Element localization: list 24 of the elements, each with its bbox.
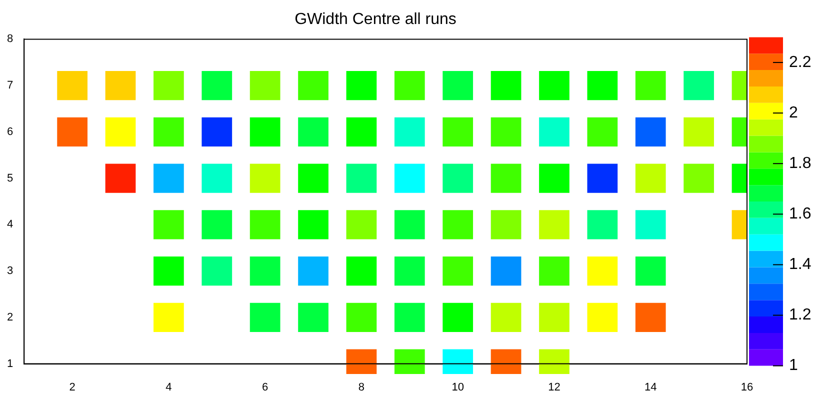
x-tick-label: 12 (548, 381, 560, 394)
y-tick-label: 3 (6, 265, 14, 278)
color-bar-label: 1.4 (789, 256, 812, 274)
chart-title: GWidth Centre all runs (294, 11, 456, 28)
y-tick-label: 6 (6, 126, 14, 138)
x-tick-label: 4 (166, 381, 172, 394)
x-tick-label: 16 (740, 381, 754, 394)
color-bar-label: 1.2 (789, 306, 812, 324)
y-tick-label: 7 (6, 80, 14, 92)
color-bar-label: 2.2 (789, 54, 812, 71)
y-tick-label: 8 (6, 33, 14, 46)
x-tick-label: 14 (644, 381, 657, 394)
x-tick-label: 2 (69, 381, 76, 394)
color-bar-label: 1.6 (789, 206, 812, 223)
color-bar-label: 1.8 (789, 154, 812, 172)
color-bar-label: 1 (789, 357, 798, 374)
y-tick-label: 4 (6, 218, 14, 231)
x-tick-label: 10 (452, 381, 464, 394)
y-tick-label: 5 (6, 172, 14, 184)
color-bar-label: 2 (789, 104, 798, 122)
y-tick-label: 1 (6, 358, 14, 370)
y-tick-label: 2 (6, 311, 14, 324)
x-tick-label: 6 (262, 381, 268, 394)
x-tick-label: 8 (358, 381, 365, 394)
